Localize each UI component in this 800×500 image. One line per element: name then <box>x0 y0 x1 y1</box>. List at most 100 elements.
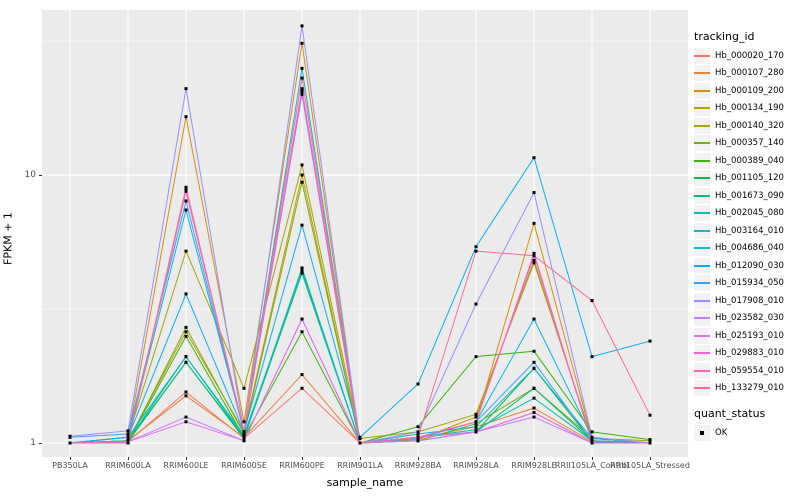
series-color-line-icon <box>694 264 710 267</box>
plot-panel <box>42 10 688 457</box>
data-point-marker <box>300 41 304 45</box>
legend-key-swatch <box>694 152 710 169</box>
series-color-line-icon <box>694 212 710 215</box>
data-point-marker <box>474 302 478 306</box>
x-tick-mark <box>186 457 187 460</box>
legend-item: Hb_000020_170 <box>694 47 798 65</box>
x-tick-mark <box>476 457 477 460</box>
legend-item-label: Hb_023582_030 <box>715 313 784 324</box>
x-tick-label: RRIM928LE <box>511 461 557 470</box>
data-point-marker <box>648 413 652 417</box>
legend-item-label: Hb_001105_120 <box>715 173 784 184</box>
data-point-marker <box>532 156 536 160</box>
legend-item: Hb_015934_050 <box>694 275 798 293</box>
data-point-marker <box>300 373 304 377</box>
data-point-marker <box>416 425 420 429</box>
data-point-marker <box>590 441 594 445</box>
series-color-line-icon <box>694 124 710 127</box>
x-tick-label: RRIM928LA <box>453 461 499 470</box>
x-tick-label: RRIM600SE <box>221 461 267 470</box>
y-axis-title: FPKM + 1 <box>1 212 15 265</box>
data-point-marker <box>300 173 304 177</box>
legend-item-label: Hb_000109_200 <box>715 85 784 96</box>
x-tick-mark <box>592 457 593 460</box>
data-point-marker <box>184 292 188 296</box>
legend-tracking-id-title: tracking_id <box>694 30 755 43</box>
data-point-marker <box>242 439 246 443</box>
data-point-marker <box>184 334 188 338</box>
data-point-marker <box>590 435 594 439</box>
data-point-marker <box>532 191 536 195</box>
legend-item-label: Hb_000134_190 <box>715 103 784 114</box>
legend-key-swatch <box>694 257 710 274</box>
legend-item: Hb_025193_010 <box>694 327 798 345</box>
x-tick-mark <box>70 457 71 460</box>
series-color-line-icon <box>694 107 710 110</box>
data-point-marker <box>532 221 536 225</box>
legend-item-label: Hb_000140_320 <box>715 120 784 131</box>
legend-item: Hb_001105_120 <box>694 170 798 188</box>
data-point-marker <box>532 366 536 370</box>
data-point-marker <box>126 435 130 439</box>
series-color-line-icon <box>694 317 710 320</box>
data-point-marker <box>532 406 536 410</box>
data-point-marker <box>300 87 304 91</box>
data-point-marker <box>532 261 536 265</box>
data-point-marker <box>184 185 188 189</box>
data-point-marker <box>242 430 246 434</box>
data-point-marker <box>474 422 478 426</box>
legend-item: Hb_133279_010 <box>694 380 798 398</box>
legend-item-label: Hb_029883_010 <box>715 348 784 359</box>
data-point-marker <box>242 433 246 437</box>
legend-item: Hb_001673_090 <box>694 187 798 205</box>
data-point-marker <box>126 432 130 436</box>
data-point-marker <box>590 299 594 303</box>
legend-item: Hb_003164_010 <box>694 222 798 240</box>
data-point-marker <box>184 355 188 359</box>
series-color-line-icon <box>694 387 710 390</box>
data-point-marker <box>184 420 188 424</box>
legend-item-label: Hb_133279_010 <box>715 383 784 394</box>
x-tick-mark <box>418 457 419 460</box>
legend-item: Hb_017908_010 <box>694 292 798 310</box>
data-point-marker <box>184 394 188 398</box>
legend-key-swatch <box>694 65 710 82</box>
x-axis-title: sample_name <box>326 476 404 489</box>
data-point-marker <box>300 163 304 167</box>
legend-item: Hb_000357_140 <box>694 135 798 153</box>
data-point-marker <box>126 429 130 433</box>
data-point-marker <box>416 439 420 443</box>
legend-item-label: Hb_000357_140 <box>715 138 784 149</box>
y-tick-mark <box>39 443 42 444</box>
legend-key-swatch <box>694 135 710 152</box>
series-color-line-icon <box>694 89 710 92</box>
data-point-marker <box>68 441 72 445</box>
legend-item-label: Hb_059554_010 <box>715 365 784 376</box>
legend-item-label: Hb_025193_010 <box>715 330 784 341</box>
legend-item-label: Hb_004686_040 <box>715 243 784 254</box>
legend-key-swatch <box>694 240 710 257</box>
legend-key-swatch <box>694 205 710 222</box>
x-tick-label: RRII105LA_Control <box>554 461 630 470</box>
x-tick-mark <box>244 457 245 460</box>
data-point-marker <box>300 180 304 184</box>
data-point-marker <box>416 382 420 386</box>
series-color-line-icon <box>694 299 710 302</box>
legend-key-swatch <box>694 187 710 204</box>
legend-item-label: Hb_017908_010 <box>715 295 784 306</box>
data-point-marker <box>532 410 536 414</box>
x-tick-label: RRIM901LA <box>337 461 383 470</box>
data-point-marker <box>242 420 246 424</box>
data-point-marker <box>532 396 536 400</box>
x-tick-label: RRIM600LA <box>105 461 151 470</box>
legend-key-swatch <box>694 82 710 99</box>
legend-item: Hb_000389_040 <box>694 152 798 170</box>
data-point-marker <box>242 386 246 390</box>
x-tick-mark <box>302 457 303 460</box>
legend-item: Hb_059554_010 <box>694 362 798 380</box>
y-tick-label: 10 <box>24 170 36 180</box>
data-point-marker <box>300 269 304 273</box>
legend-item-label: Hb_002045_080 <box>715 208 784 219</box>
series-color-line-icon <box>694 194 710 197</box>
legend-key-swatch <box>694 345 710 362</box>
